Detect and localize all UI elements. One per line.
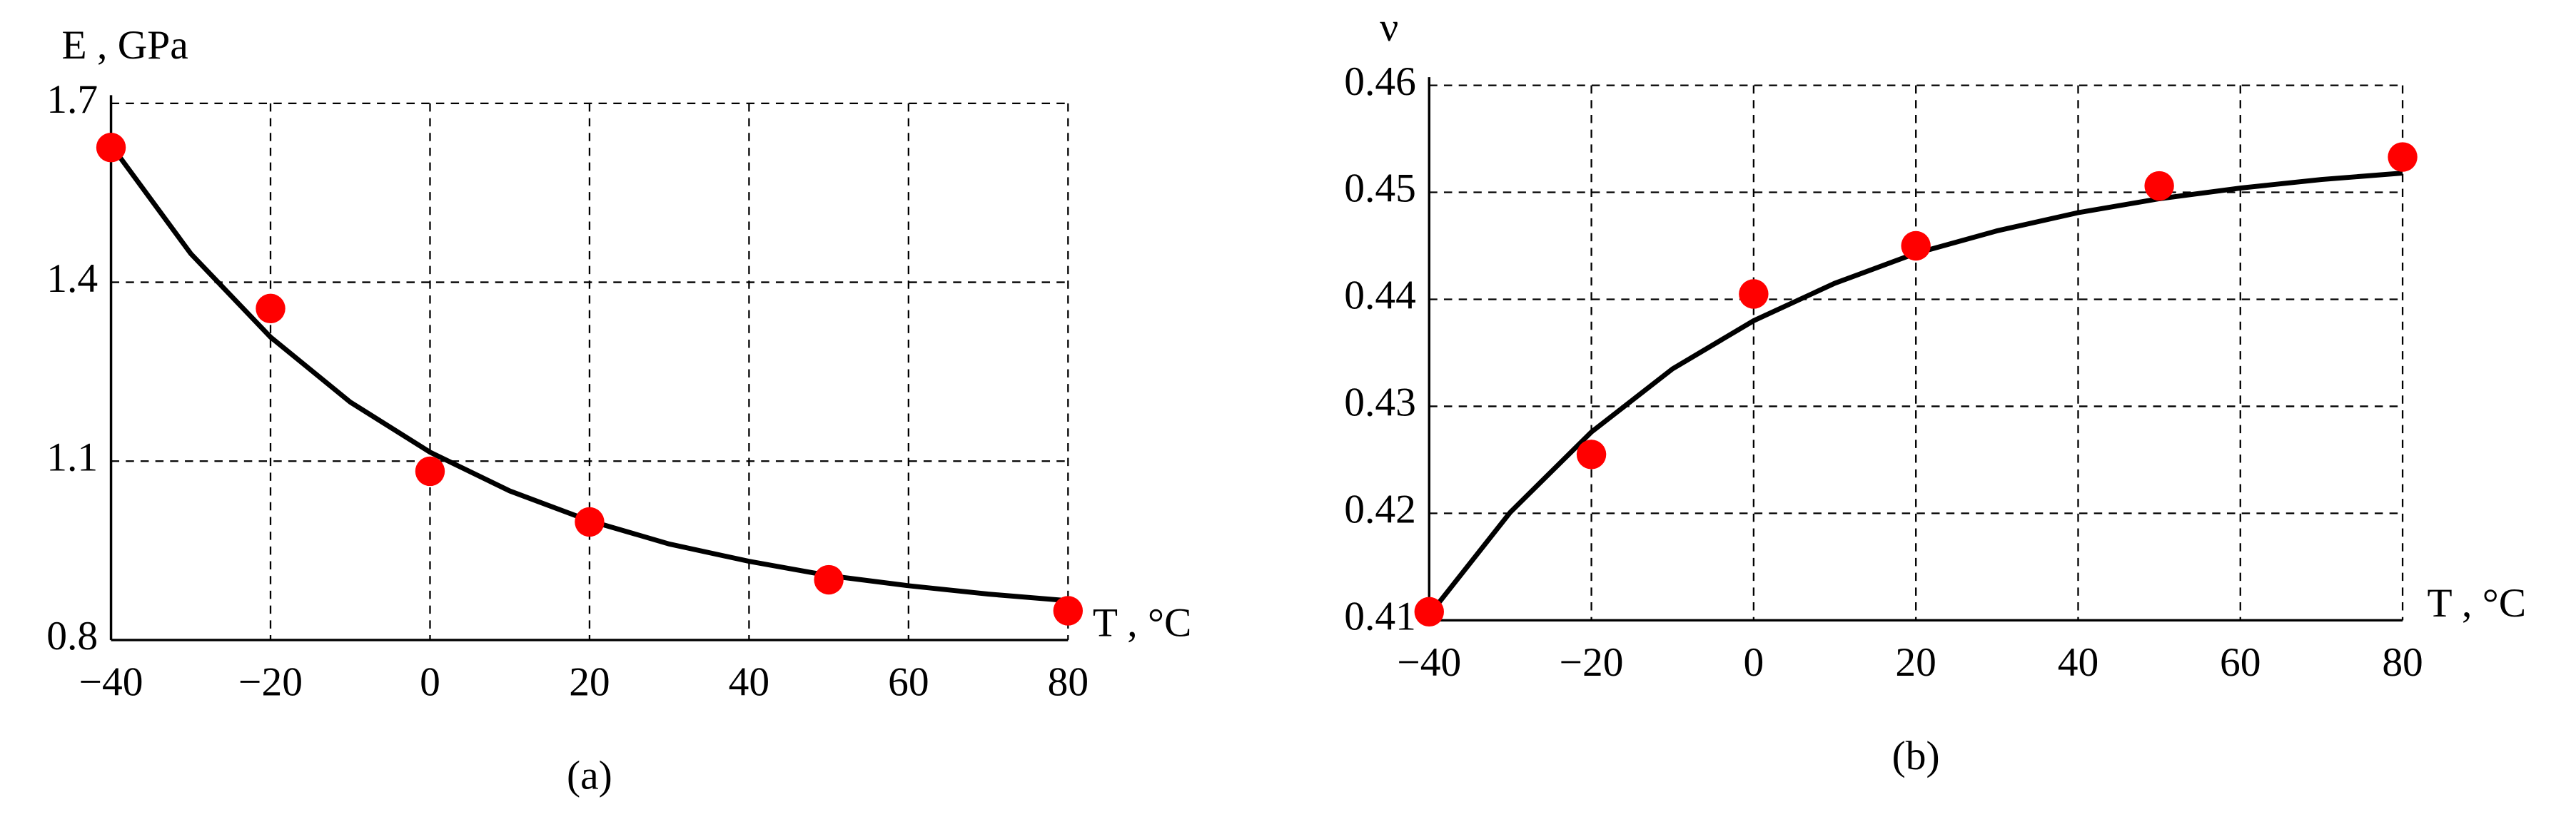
x-tick-label: 60 — [888, 660, 929, 705]
x-tick-label: −20 — [1560, 640, 1624, 685]
x-tick-label: −40 — [79, 660, 143, 705]
data-point — [1739, 279, 1769, 309]
y-tick-label: 1.4 — [46, 256, 98, 301]
y-tick-label: 0.45 — [1344, 166, 1416, 211]
caption: (a) — [567, 754, 612, 798]
x-axis-label: T , °C — [2428, 581, 2527, 626]
y-axis-label: ν — [1380, 5, 1398, 50]
y-tick-label: 0.8 — [46, 614, 98, 659]
data-point — [575, 507, 605, 537]
x-tick-label: 40 — [2058, 640, 2098, 685]
y-axis-label: E , GPa — [62, 23, 188, 68]
x-tick-label: 20 — [1895, 640, 1936, 685]
caption: (b) — [1892, 734, 1940, 778]
data-point — [415, 456, 445, 487]
y-tick-label: 0.44 — [1344, 273, 1416, 318]
x-tick-label: 60 — [2220, 640, 2261, 685]
y-tick-label: 0.43 — [1344, 380, 1416, 425]
y-tick-label: 1.7 — [46, 77, 98, 122]
x-tick-label: 20 — [569, 660, 610, 705]
x-tick-label: 0 — [420, 660, 440, 705]
data-point — [1053, 596, 1084, 626]
data-point — [256, 293, 286, 324]
x-tick-label: 80 — [1048, 660, 1089, 705]
data-point — [2144, 171, 2174, 201]
y-tick-label: 0.41 — [1344, 594, 1416, 639]
y-tick-label: 1.1 — [46, 435, 98, 480]
x-tick-label: 40 — [729, 660, 769, 705]
data-point — [814, 564, 844, 595]
x-tick-label: 0 — [1744, 640, 1764, 685]
x-tick-label: −40 — [1397, 640, 1461, 685]
data-point — [1901, 230, 1931, 261]
data-point — [1576, 440, 1607, 470]
x-axis-label: T , °C — [1093, 601, 1192, 646]
data-point — [96, 133, 126, 163]
data-point — [2388, 142, 2418, 172]
data-point — [1414, 597, 1444, 627]
x-tick-label: −20 — [238, 660, 303, 705]
y-tick-label: 0.42 — [1344, 487, 1416, 532]
x-tick-label: 80 — [2382, 640, 2423, 685]
y-tick-label: 0.46 — [1344, 59, 1416, 104]
